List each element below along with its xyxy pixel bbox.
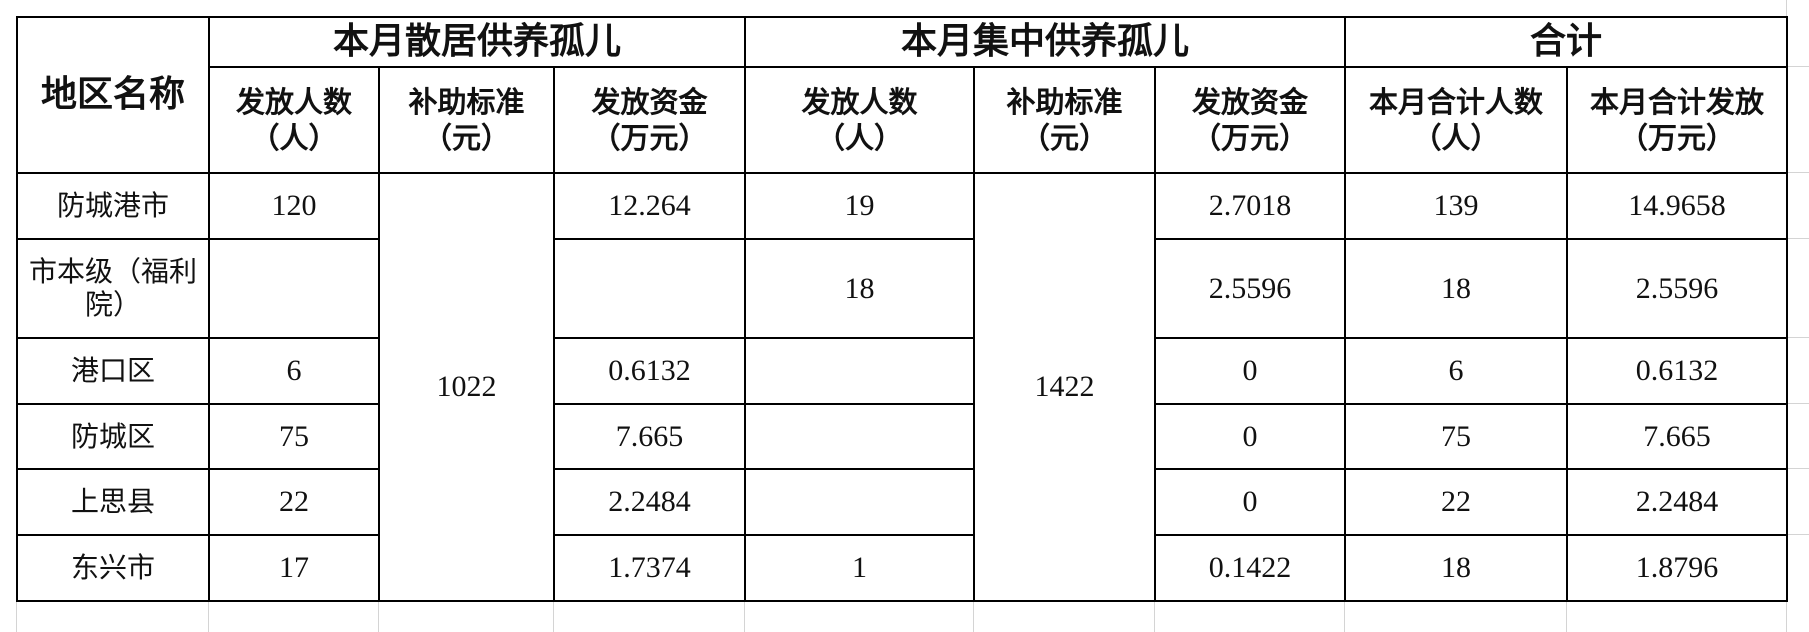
centralized-count-cell (744, 337, 975, 405)
total-count-cell: 22 (1344, 468, 1568, 536)
centralized-count-cell: 19 (744, 172, 975, 240)
total-fund-cell: 7.665 (1566, 403, 1788, 470)
scattered-count-cell: 22 (208, 468, 380, 536)
header-centralized-fund: 发放资金 （万元） (1154, 66, 1346, 174)
centralized-count-cell: 1 (744, 534, 975, 602)
region-name-cell: 防城港市 (16, 172, 210, 240)
header-line: （人） (815, 121, 903, 155)
region-name-cell: 港口区 (16, 337, 210, 405)
centralized-count-cell: 18 (744, 238, 975, 339)
header-scattered-standard: 补助标准 （元） (378, 66, 555, 174)
centralized-count-cell (744, 468, 975, 536)
centralized-fund-cell: 2.5596 (1154, 238, 1346, 339)
total-fund-cell: 1.8796 (1566, 534, 1788, 602)
header-line: （万元） (1191, 121, 1308, 155)
header-total-count: 本月合计人数 （人） (1344, 66, 1568, 174)
scattered-fund-cell: 1.7374 (553, 534, 746, 602)
centralized-count-cell (744, 403, 975, 470)
header-centralized: 本月集中供养孤儿 (744, 16, 1346, 68)
total-count-cell: 75 (1344, 403, 1568, 470)
region-name-cell: 东兴市 (16, 534, 210, 602)
header-line: 本月合计发放 (1589, 84, 1764, 119)
header-scattered: 本月散居供养孤儿 (208, 16, 746, 68)
total-fund-cell: 14.9658 (1566, 172, 1788, 240)
scattered-count-cell: 120 (208, 172, 380, 240)
region-name-cell: 市本级（福利院） (16, 238, 210, 339)
header-line: 本月合计人数 (1368, 84, 1543, 119)
scattered-fund-cell: 7.665 (553, 403, 746, 470)
total-fund-cell: 0.6132 (1566, 337, 1788, 405)
centralized-fund-cell: 0 (1154, 468, 1346, 536)
centralized-fund-cell: 0 (1154, 337, 1346, 405)
table-row: 市本级（福利院） 18 2.5596 18 2.5596 (16, 238, 1788, 339)
centralized-fund-cell: 2.7018 (1154, 172, 1346, 240)
header-centralized-count: 发放人数 （人） (744, 66, 975, 174)
scattered-fund-cell: 0.6132 (553, 337, 746, 405)
scattered-fund-cell (553, 238, 746, 339)
total-count-cell: 139 (1344, 172, 1568, 240)
region-name-cell: 上思县 (16, 468, 210, 536)
total-fund-cell: 2.5596 (1566, 238, 1788, 339)
header-scattered-fund: 发放资金 （万元） (553, 66, 746, 174)
orphan-subsidy-table: 地区名称 本月散居供养孤儿 本月集中供养孤儿 合计 发放人数 （人） 补助标准 （元）… (16, 16, 1788, 602)
header-line: （人） (1412, 121, 1500, 155)
header-scattered-count: 发放人数 （人） (208, 66, 380, 174)
scattered-fund-cell: 2.2484 (553, 468, 746, 536)
header-line: 发放资金 (1191, 84, 1308, 119)
header-total-fund: 本月合计发放 （万元） (1566, 66, 1788, 174)
centralized-standard-cell: 1422 (973, 172, 1156, 602)
header-line: 补助标准 (1006, 84, 1123, 119)
header-total: 合计 (1344, 16, 1788, 68)
total-count-cell: 6 (1344, 337, 1568, 405)
region-name-cell: 防城区 (16, 403, 210, 470)
scattered-count-cell: 6 (208, 337, 380, 405)
total-fund-cell: 2.2484 (1566, 468, 1788, 536)
scattered-count-cell: 75 (208, 403, 380, 470)
scattered-count-cell: 17 (208, 534, 380, 602)
table-row: 港口区 6 0.6132 0 6 0.6132 (16, 337, 1788, 405)
header-line: （万元） (1618, 121, 1735, 155)
header-region-name: 地区名称 (16, 16, 210, 174)
header-centralized-standard: 补助标准 （元） (973, 66, 1156, 174)
total-count-cell: 18 (1344, 534, 1568, 602)
header-line: （人） (250, 121, 338, 155)
header-line: 发放资金 (591, 84, 708, 119)
table-row: 防城港市 120 1022 12.264 19 1422 2.7018 139 14.9658 (16, 172, 1788, 602)
total-count-cell: 18 (1344, 238, 1568, 339)
scattered-count-cell (208, 238, 380, 339)
scattered-fund-cell: 12.264 (553, 172, 746, 240)
scattered-standard-cell: 1022 (378, 172, 555, 602)
header-line: 补助标准 (408, 84, 525, 119)
centralized-fund-cell: 0.1422 (1154, 534, 1346, 602)
header-line: （万元） (591, 121, 708, 155)
centralized-fund-cell: 0 (1154, 403, 1346, 470)
header-line: （元） (1020, 121, 1108, 155)
table-row: 上思县 22 2.2484 0 22 2.2484 (16, 468, 1788, 536)
table-row: 东兴市 17 1.7374 1 0.1422 18 1.8796 (16, 534, 1788, 602)
header-line: 发放人数 (801, 84, 918, 119)
table-row: 防城区 75 7.665 0 75 7.665 (16, 403, 1788, 470)
header-line: （元） (422, 121, 510, 155)
header-line: 发放人数 (235, 84, 352, 119)
